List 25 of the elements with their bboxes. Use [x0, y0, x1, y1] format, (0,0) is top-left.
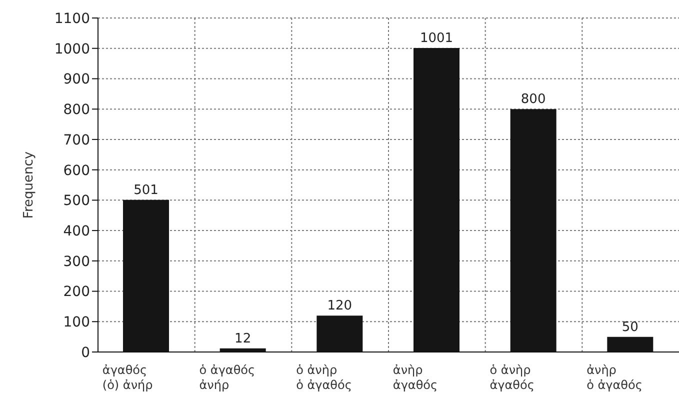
x-tick-label: ἀγαθός (ὁ) ἀνήρ — [102, 363, 153, 392]
data-label: 501 — [134, 182, 158, 198]
y-tick-label: 500 — [63, 193, 90, 210]
x-tick-label: ἀνὴρ ὁ ἀγαθός — [586, 363, 642, 392]
data-label: 1001 — [420, 31, 454, 46]
y-tick-label: 600 — [63, 162, 90, 179]
y-tick-label: 900 — [63, 72, 90, 88]
x-tick-label: ὁ ἀγαθός ἀνήρ — [199, 363, 256, 392]
x-tick-label: ὁ ἀνὴρ ἀγαθός — [490, 363, 534, 392]
y-tick-label: 300 — [63, 254, 90, 270]
x-tick-label: ἀνὴρ ἀγαθός — [392, 363, 438, 392]
x-tick-label: ὁ ἀνὴρ ὁ ἀγαθός — [296, 363, 352, 392]
y-tick-label: 400 — [63, 224, 90, 240]
data-label: 12 — [234, 331, 252, 346]
y-tick-label: 1100 — [54, 10, 90, 27]
y-tick-label: 200 — [63, 284, 90, 300]
y-tick-label: 800 — [63, 102, 90, 118]
y-tick-label: 0 — [81, 344, 90, 361]
data-label: 800 — [520, 92, 546, 108]
data-label: 50 — [622, 320, 638, 335]
y-axis-title: Frequency — [22, 151, 37, 219]
y-tick-label: 700 — [63, 132, 90, 148]
y-tick-label: 100 — [63, 314, 90, 331]
y-tick-label: 1000 — [54, 41, 90, 58]
data-label: 120 — [327, 298, 352, 314]
